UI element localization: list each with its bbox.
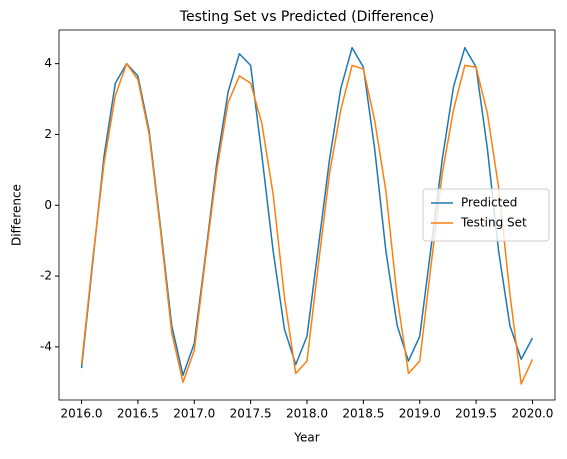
x-axis-label: Year xyxy=(293,431,319,445)
x-tick-label: 2018.0 xyxy=(286,407,328,421)
y-tick-label: -4 xyxy=(40,339,52,353)
y-axis-label: Difference xyxy=(10,184,24,246)
x-tick-label: 2019.0 xyxy=(399,407,441,421)
x-tick-label: 2016.0 xyxy=(61,407,103,421)
x-tick-label: 2019.5 xyxy=(455,407,497,421)
y-tick-label: -2 xyxy=(40,269,52,283)
chart-title: Testing Set vs Predicted (Difference) xyxy=(179,9,434,25)
x-tick-label: 2017.0 xyxy=(173,407,215,421)
y-tick-label: 2 xyxy=(44,127,52,141)
plot-frame xyxy=(58,29,556,401)
x-tick-label: 2017.5 xyxy=(230,407,272,421)
legend-label: Predicted xyxy=(461,196,517,210)
y-tick-label: 0 xyxy=(44,198,52,212)
x-tick-label: 2018.5 xyxy=(342,407,384,421)
legend-box xyxy=(422,188,550,242)
y-tick-label: 4 xyxy=(44,56,52,70)
x-tick-label: 2016.5 xyxy=(117,407,159,421)
series-line xyxy=(80,62,534,385)
x-tick-label: 2020.0 xyxy=(511,407,553,421)
legend-label: Testing Set xyxy=(460,216,527,230)
